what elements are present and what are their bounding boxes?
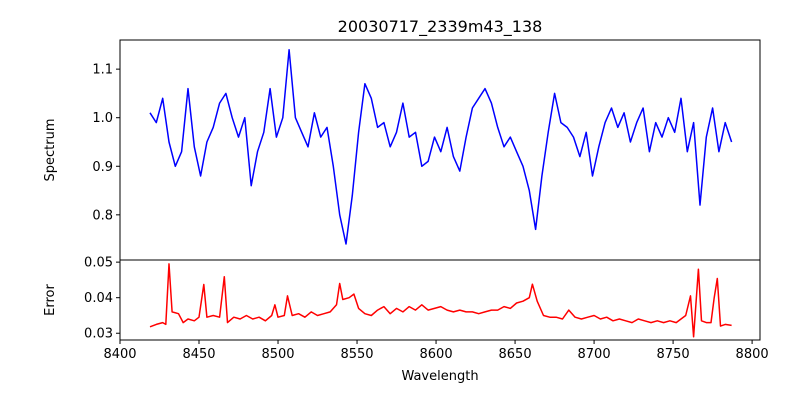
spectrum-ylabel: Spectrum [43,119,58,182]
chart-title: 20030717_2339m43_138 [338,17,543,37]
xtick-label: 8700 [578,347,611,362]
error-ylabel: Error [43,284,58,316]
ytick-label: 0.9 [92,160,113,175]
ytick-label: 0.03 [84,327,113,342]
xtick-label: 8550 [340,347,373,362]
xtick-label: 8800 [736,347,769,362]
xtick-label: 8650 [499,347,532,362]
xtick-label: 8600 [420,347,453,362]
ytick-label: 1.0 [92,111,113,126]
spectrum-line [149,48,733,245]
ytick-label: 1.1 [92,63,113,78]
ytick-label: 0.8 [92,208,113,223]
xlabel: Wavelength [401,369,478,384]
axes-frame [119,259,761,341]
xtick-label: 8500 [261,347,294,362]
xtick-label: 8750 [657,347,690,362]
ytick-label: 0.04 [84,291,113,306]
spectrum-axes: 0.8 0.9 1.0 1.1 [92,39,761,261]
ytick-label: 0.05 [84,256,113,271]
xtick-label: 8450 [182,347,215,362]
error-line [149,263,732,338]
error-axes: 0.03 0.04 0.05 8400 8450 8500 8550 8600 8650 8700… [84,256,769,362]
xtick-label: 8400 [103,347,136,362]
